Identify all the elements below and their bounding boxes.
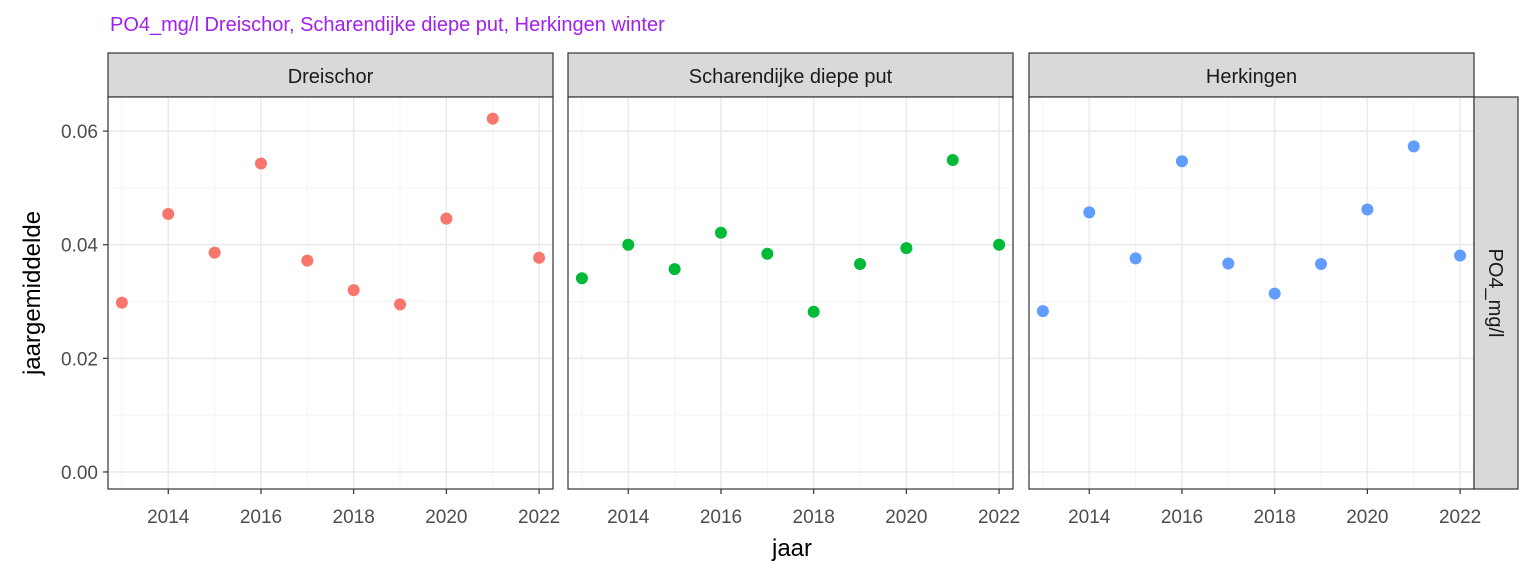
- x-tick-label: 2022: [1439, 507, 1481, 528]
- data-point: [1130, 252, 1142, 264]
- data-point: [1361, 203, 1373, 215]
- data-point: [116, 297, 128, 309]
- data-point: [348, 284, 360, 296]
- data-point: [487, 113, 499, 125]
- x-tick-label: 2014: [607, 507, 650, 528]
- data-point: [808, 306, 820, 318]
- x-tick-label: 2020: [885, 507, 927, 528]
- x-axes: 2014 2016 2018 2020 2022 2014 2016 2018 2020 2022…: [147, 489, 1481, 528]
- y-axis: 0.00 0.02 0.04 0.06: [61, 122, 108, 484]
- data-point: [993, 239, 1005, 251]
- x-tick-label: 2014: [1068, 507, 1111, 528]
- data-point: [1222, 257, 1234, 269]
- x-tick-label: 2018: [1254, 507, 1296, 528]
- data-point: [669, 263, 681, 275]
- y-axis-title: jaargemiddelde: [19, 211, 46, 376]
- data-point: [900, 242, 912, 254]
- y-tick-label: 0.00: [61, 463, 98, 484]
- data-point: [1408, 140, 1420, 152]
- x-axis-title: jaar: [771, 535, 812, 562]
- data-point: [162, 208, 174, 220]
- data-point: [1083, 206, 1095, 218]
- data-point: [394, 298, 406, 310]
- row-strip-label: PO4_mg/l: [1484, 249, 1506, 338]
- x-tick-label: 2022: [978, 507, 1020, 528]
- data-point: [255, 157, 267, 169]
- facet-strip-label: Scharendijke diepe put: [689, 66, 893, 88]
- data-point: [576, 272, 588, 284]
- y-tick-label: 0.04: [61, 236, 98, 257]
- data-point: [854, 258, 866, 270]
- data-point: [1454, 250, 1466, 262]
- panel-1: Dreischor: [108, 53, 553, 489]
- data-point: [761, 248, 773, 260]
- y-tick-label: 0.06: [61, 122, 98, 143]
- data-point: [533, 252, 545, 264]
- data-point: [1037, 305, 1049, 317]
- data-point: [209, 247, 221, 259]
- x-tick-label: 2018: [333, 507, 375, 528]
- data-point: [947, 154, 959, 166]
- x-tick-label: 2020: [425, 507, 467, 528]
- data-point: [301, 255, 313, 267]
- data-point: [1269, 288, 1281, 300]
- panel-2: Scharendijke diepe put: [568, 53, 1013, 489]
- x-tick-label: 2016: [240, 507, 282, 528]
- chart-title: PO4_mg/l Dreischor, Scharendijke diepe p…: [110, 14, 665, 36]
- data-point: [440, 213, 452, 225]
- data-point: [622, 239, 634, 251]
- panel-3: Herkingen: [1029, 53, 1474, 489]
- x-tick-label: 2018: [793, 507, 835, 528]
- facet-strip-label: Herkingen: [1206, 66, 1297, 88]
- x-tick-label: 2016: [700, 507, 742, 528]
- row-strip: PO4_mg/l: [1474, 97, 1518, 489]
- x-tick-label: 2016: [1161, 507, 1203, 528]
- y-tick-label: 0.02: [61, 349, 98, 370]
- x-tick-label: 2022: [518, 507, 560, 528]
- data-point: [1176, 155, 1188, 167]
- facet-strip-label: Dreischor: [288, 66, 374, 88]
- data-point: [715, 227, 727, 239]
- data-point: [1315, 258, 1327, 270]
- x-tick-label: 2014: [147, 507, 190, 528]
- x-tick-label: 2020: [1346, 507, 1388, 528]
- panel-background: [568, 97, 1013, 489]
- panel-background: [108, 97, 553, 489]
- panel-background: [1029, 97, 1474, 489]
- facet-panels: Dreischor Scharendijke diepe put Herkingen: [108, 53, 1474, 489]
